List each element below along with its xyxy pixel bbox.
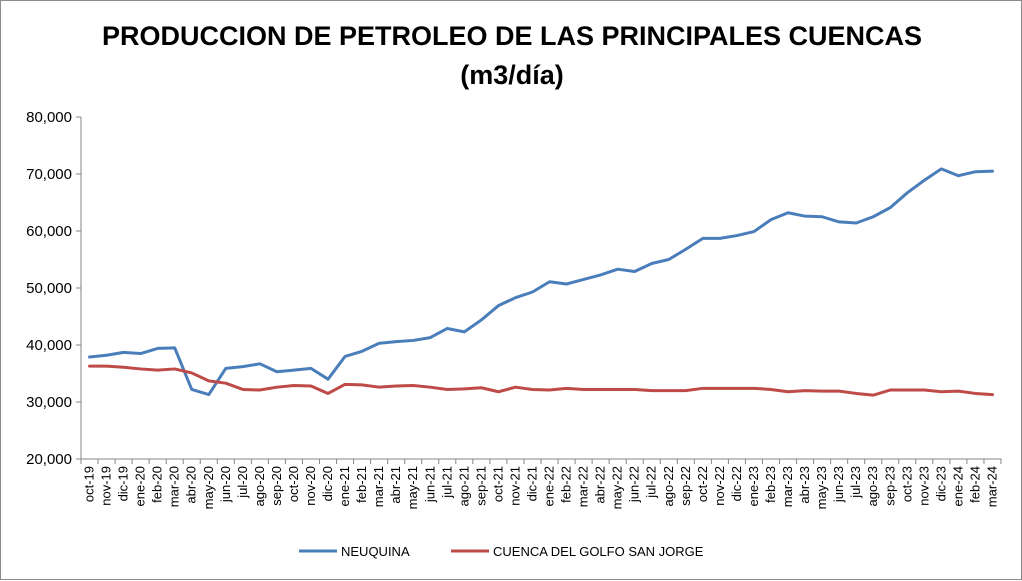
x-tick-label: ene-21 [337, 466, 352, 506]
x-tick-label: dic-22 [729, 466, 744, 501]
x-tick-label: oct-20 [286, 466, 301, 502]
x-axis: oct-19 nov-19 dic-19 ene-20 feb-20 mar-20 abr-… [80, 458, 1002, 509]
x-tick-label: ene-23 [746, 466, 761, 506]
y-axis: 20,000 30,000 40,000 50,000 60,000 70,000 80,0… [26, 109, 82, 468]
x-tick-label: feb-21 [354, 466, 369, 503]
y-tick-label: 30,000 [26, 394, 72, 411]
x-tick-label: jun-22 [627, 466, 642, 503]
x-tick-label: mar-24 [984, 466, 999, 507]
legend-label: CUENCA DEL GOLFO SAN JORGE [493, 544, 704, 559]
x-tick-label: jul-23 [848, 466, 863, 499]
x-tick-label: ene-20 [133, 466, 148, 506]
x-tick-label: dic-19 [116, 466, 131, 501]
x-tick-label: may-21 [405, 466, 420, 509]
chart-subtitle: (m3/día) [460, 60, 564, 90]
x-tick-label: abr-20 [184, 466, 199, 504]
x-tick-label: sep-21 [473, 466, 488, 506]
y-tick-label: 60,000 [26, 223, 72, 240]
chart-title: PRODUCCION DE PETROLEO DE LAS PRINCIPALE… [102, 21, 922, 51]
x-tick-label: mar-22 [576, 466, 591, 507]
x-tick-label: jun-21 [422, 466, 437, 503]
x-tick-label: ago-23 [865, 466, 880, 506]
x-tick-label: ene-24 [950, 466, 965, 506]
x-tick-label: may-20 [201, 466, 216, 509]
x-tick-label: may-23 [814, 466, 829, 509]
x-tick-label: nov-20 [303, 466, 318, 506]
x-tick-label: oct-19 [82, 466, 97, 502]
x-tick-label: feb-23 [763, 466, 778, 503]
x-tick-label: abr-23 [797, 466, 812, 504]
x-tick-label: nov-21 [507, 466, 522, 506]
x-tick-label: oct-22 [695, 466, 710, 502]
x-tick-label: ago-22 [661, 466, 676, 506]
legend-label: NEUQUINA [341, 544, 410, 559]
x-tick-label: feb-24 [967, 466, 982, 503]
x-tick-label: ago-20 [252, 466, 267, 506]
x-tick-label: dic-20 [320, 466, 335, 501]
x-tick-label: jul-21 [439, 466, 454, 499]
x-tick-label: feb-20 [150, 466, 165, 503]
y-tick-label: 80,000 [26, 109, 72, 126]
y-tick-label: 20,000 [26, 451, 72, 468]
x-tick-label: sep-22 [678, 466, 693, 506]
x-tick-label: dic-23 [933, 466, 948, 501]
series-layer [88, 167, 994, 397]
x-tick-label: abr-21 [388, 466, 403, 504]
y-tick-label: 70,000 [26, 166, 72, 183]
x-tick-label: jul-22 [644, 466, 659, 499]
x-tick-label: abr-22 [593, 466, 608, 504]
x-tick-label: mar-21 [371, 466, 386, 507]
series-line-golfo-san-jorge [88, 364, 994, 397]
x-tick-label: oct-21 [490, 466, 505, 502]
x-tick-label: jun-23 [831, 466, 846, 503]
x-tick-label: feb-22 [559, 466, 574, 503]
y-tick-label: 50,000 [26, 280, 72, 297]
x-tick-label: mar-20 [167, 466, 182, 507]
x-tick-label: nov-23 [916, 466, 931, 506]
x-tick-label: nov-22 [712, 466, 727, 506]
x-tick-label: oct-23 [899, 466, 914, 502]
y-tick-label: 40,000 [26, 337, 72, 354]
x-tick-label: ene-22 [542, 466, 557, 506]
legend: NEUQUINA CUENCA DEL GOLFO SAN JORGE [299, 544, 704, 559]
x-tick-label: mar-23 [780, 466, 795, 507]
x-tick-label: sep-23 [882, 466, 897, 506]
x-tick-label: jul-20 [235, 466, 250, 499]
series-line-neuquina [88, 167, 994, 397]
x-tick-label: may-22 [610, 466, 625, 509]
x-tick-label: jun-20 [218, 466, 233, 503]
x-tick-label: dic-21 [524, 466, 539, 501]
x-tick-label: ago-21 [456, 466, 471, 506]
x-tick-label: sep-20 [269, 466, 284, 506]
x-tick-label: nov-19 [99, 466, 114, 506]
